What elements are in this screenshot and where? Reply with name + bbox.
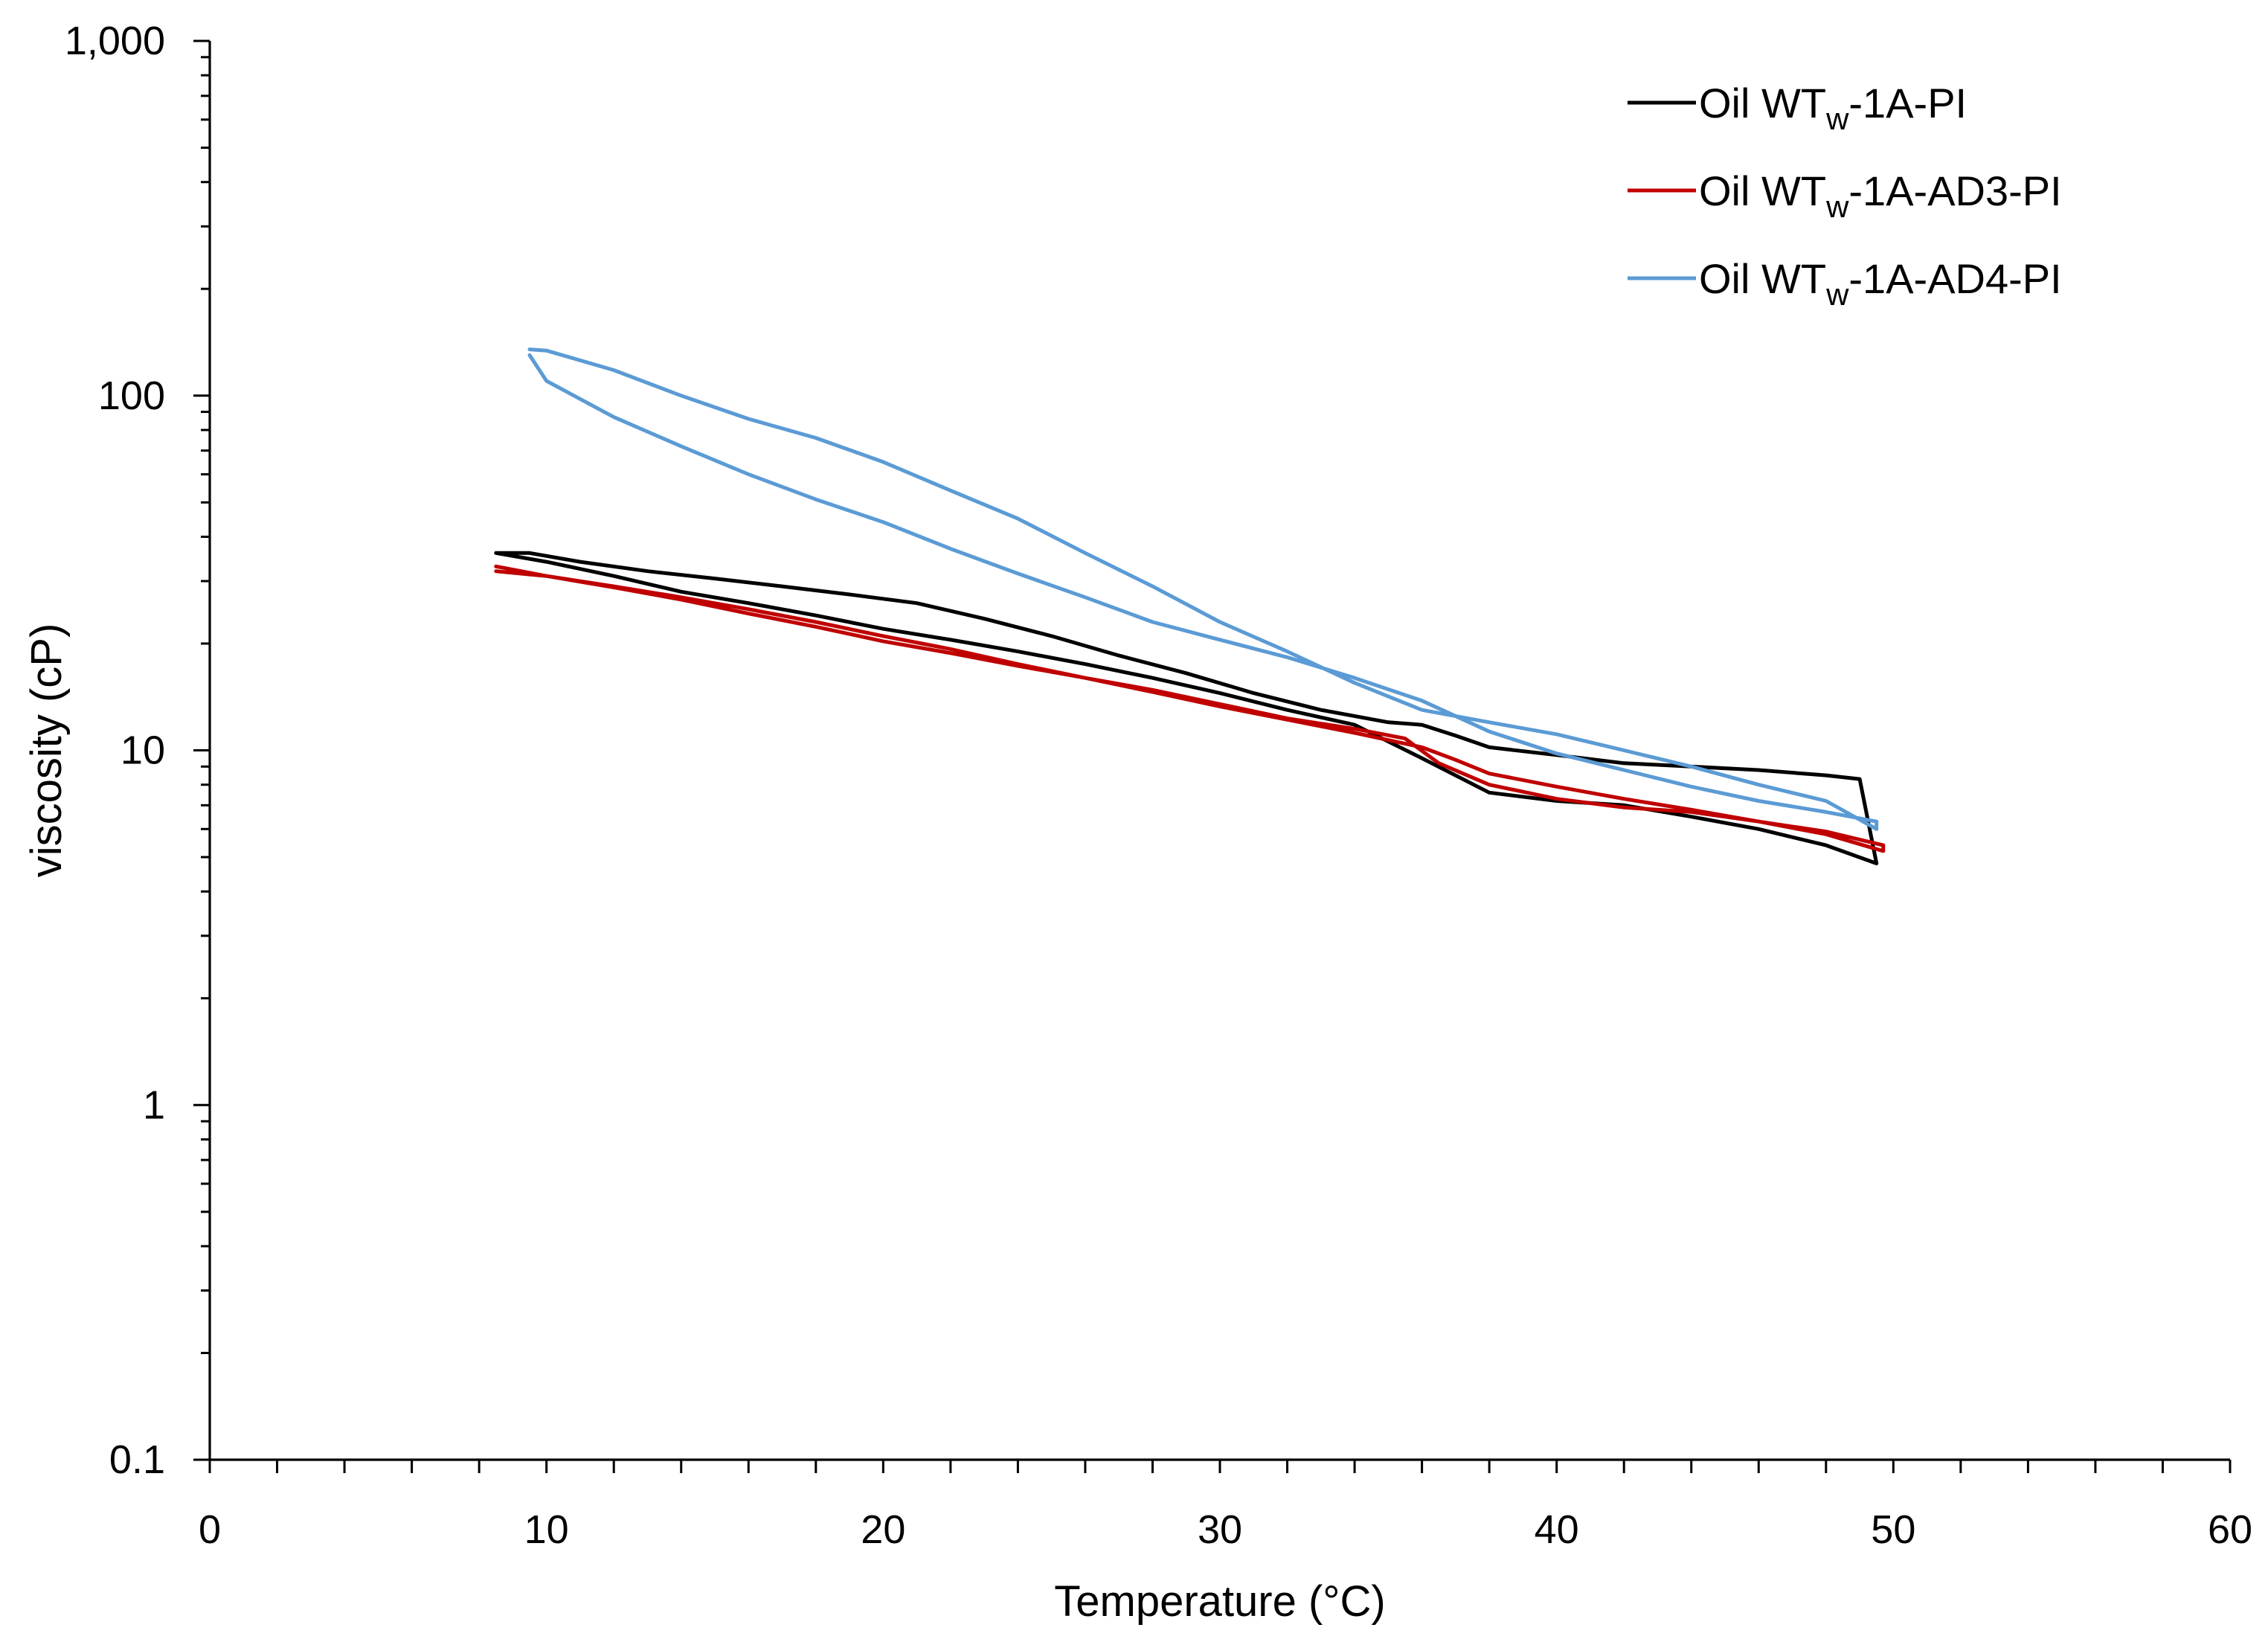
- y-tick-label: 0.1: [109, 1437, 165, 1482]
- y-tick-label: 10: [121, 728, 165, 773]
- y-axis-ticks: [193, 39, 210, 1461]
- x-axis-tick-labels: 0 10 20 30 40 50 60: [199, 1507, 2252, 1552]
- x-tick-label: 50: [1871, 1507, 1915, 1552]
- series-line-3: [527, 347, 1879, 831]
- legend-label-3: Oil WTw-1A-AD4-PI: [1699, 255, 2062, 312]
- x-tick-label: 10: [524, 1507, 569, 1552]
- y-tick-label: 1: [143, 1083, 165, 1127]
- plot-lines: [494, 347, 1886, 865]
- y-tick-label: 100: [98, 373, 165, 418]
- series-line-1: [494, 551, 1879, 865]
- y-axis-title: viscosity (cP): [22, 623, 71, 878]
- x-axis-title: Temperature (°C): [1054, 1577, 1385, 1626]
- legend-label-1: Oil WTw-1A-PI: [1699, 80, 1967, 136]
- legend: Oil WTw-1A-PI Oil WTw-1A-AD3-PI Oil WTw-1A…: [1628, 80, 2062, 312]
- series-line-2: [494, 564, 1886, 853]
- x-tick-label: 30: [1198, 1507, 1242, 1552]
- x-tick-label: 60: [2208, 1507, 2252, 1552]
- y-tick-label: 1,000: [65, 19, 165, 63]
- axes: 0.1 1 10 100 1,000 0 10 20 30 40 50 60: [65, 19, 2252, 1552]
- x-axis-ticks: [208, 1460, 2232, 1473]
- x-tick-label: 40: [1535, 1507, 1579, 1552]
- y-axis-tick-labels: 0.1 1 10 100 1,000: [65, 19, 165, 1482]
- x-tick-label: 20: [861, 1507, 905, 1552]
- legend-label-2: Oil WTw-1A-AD3-PI: [1699, 167, 2062, 224]
- x-tick-label: 0: [199, 1507, 221, 1552]
